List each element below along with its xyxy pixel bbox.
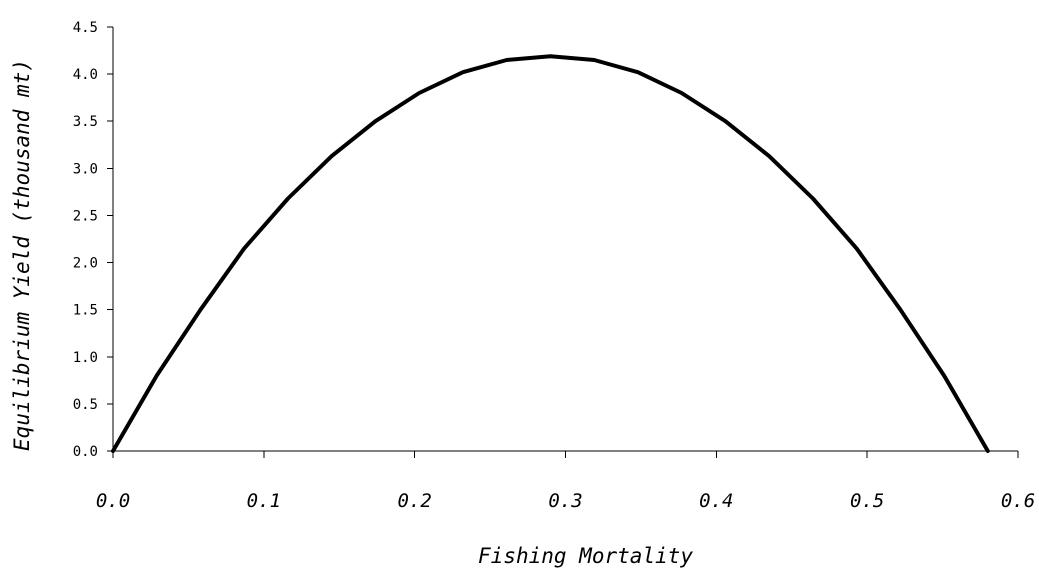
y-tick-label: 2.5 xyxy=(73,208,98,224)
y-tick-label: 1.5 xyxy=(73,303,98,319)
x-tick-label: 0.5 xyxy=(850,490,884,512)
x-ticks: 0.0 0.1 0.2 0.3 0.4 0.5 0.6 xyxy=(96,451,1035,512)
y-tick-label: 4.0 xyxy=(73,67,98,83)
y-tick-label: 4.5 xyxy=(73,20,98,36)
x-tick-label: 0.1 xyxy=(247,490,281,512)
x-tick-label: 0.2 xyxy=(398,490,432,512)
y-tick-label: 3.5 xyxy=(73,114,98,130)
y-tick-label: 2.0 xyxy=(73,256,98,272)
y-tick-label: 0.5 xyxy=(73,397,98,413)
y-tick-label: 0.0 xyxy=(73,444,98,460)
x-tick-label: 0.4 xyxy=(699,490,733,512)
x-tick-label: 0.6 xyxy=(1001,490,1035,512)
y-tick-label: 1.0 xyxy=(73,350,98,366)
x-axis-title: Fishing Mortality xyxy=(478,544,693,568)
y-tick-label: 3.0 xyxy=(73,161,98,177)
y-axis-title: Equilibrium Yield (thousand mt) xyxy=(10,59,34,451)
y-ticks: 0.0 0.5 1.0 1.5 2.0 2.5 3.0 3.5 4.0 4.5 xyxy=(73,20,113,460)
series-layer xyxy=(111,54,990,453)
x-tick-label: 0.0 xyxy=(96,490,130,512)
axes xyxy=(112,27,1018,452)
series-line xyxy=(111,54,990,453)
x-tick-label: 0.3 xyxy=(548,490,582,512)
